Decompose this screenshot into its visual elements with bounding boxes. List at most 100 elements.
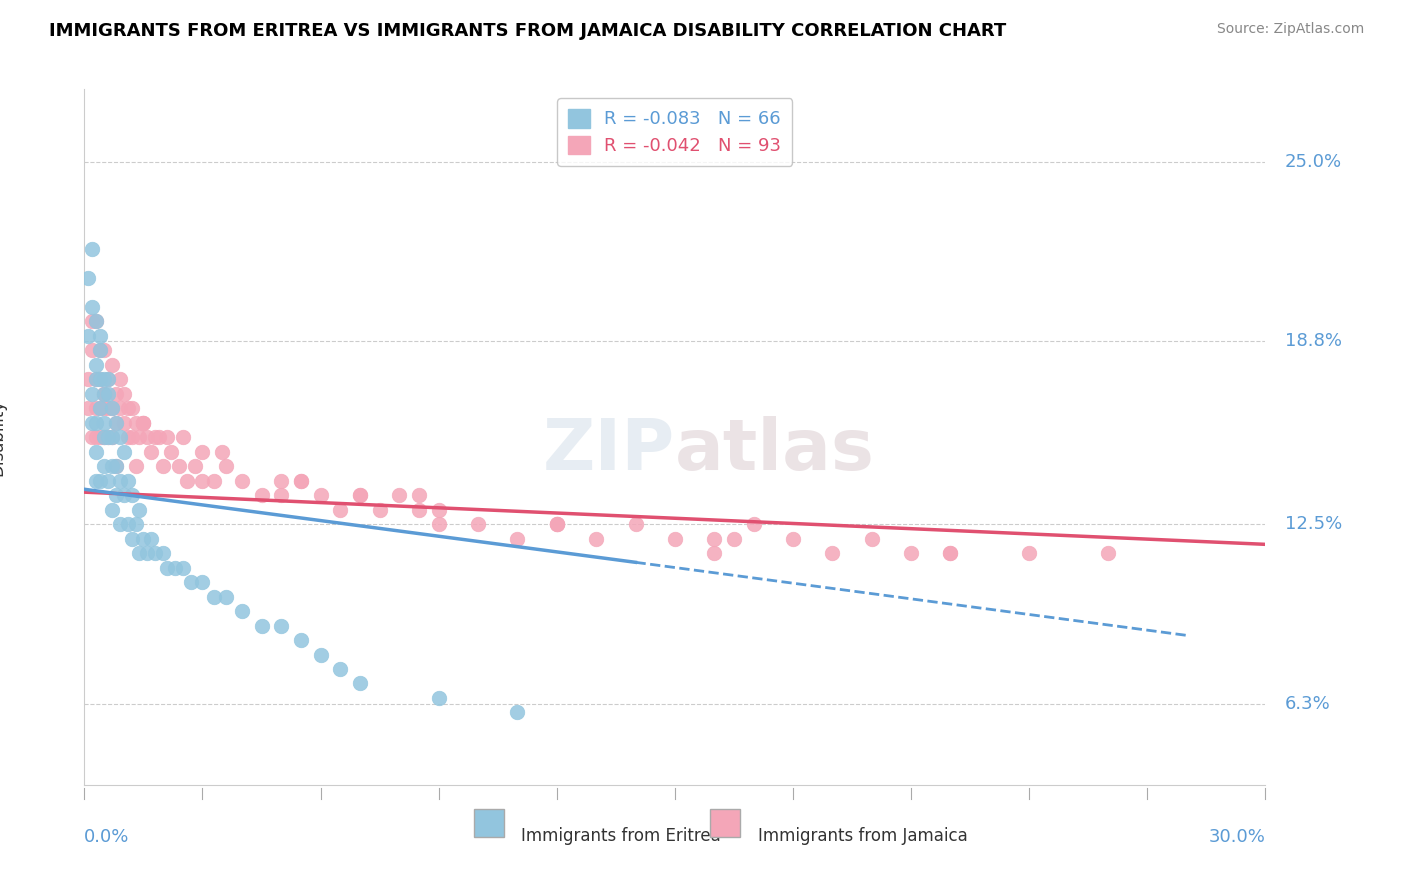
Point bbox=[97, 372, 120, 386]
Point bbox=[782, 532, 804, 546]
Point bbox=[108, 517, 131, 532]
Point bbox=[77, 372, 100, 386]
Point bbox=[89, 343, 111, 358]
Point bbox=[309, 488, 332, 502]
Point bbox=[112, 416, 135, 430]
Point bbox=[939, 546, 962, 560]
Point bbox=[124, 459, 146, 474]
Point bbox=[860, 532, 883, 546]
Point bbox=[821, 546, 844, 560]
Text: 12.5%: 12.5% bbox=[1285, 515, 1343, 533]
Point bbox=[82, 242, 104, 256]
Point bbox=[1097, 546, 1119, 560]
Point bbox=[290, 474, 312, 488]
Point bbox=[89, 372, 111, 386]
Text: 18.8%: 18.8% bbox=[1285, 333, 1343, 351]
Point bbox=[89, 328, 111, 343]
Point bbox=[250, 488, 273, 502]
Point bbox=[152, 546, 174, 560]
Point bbox=[82, 430, 104, 444]
Point bbox=[77, 270, 100, 285]
Point bbox=[128, 430, 150, 444]
Point bbox=[329, 502, 352, 516]
Point bbox=[388, 488, 411, 502]
Point bbox=[77, 328, 100, 343]
Point bbox=[84, 372, 107, 386]
Point bbox=[900, 546, 922, 560]
Point bbox=[112, 444, 135, 458]
Point bbox=[104, 416, 127, 430]
Point bbox=[84, 314, 107, 328]
Point bbox=[329, 662, 352, 676]
Point bbox=[163, 560, 186, 574]
Point bbox=[183, 459, 205, 474]
Point bbox=[93, 401, 115, 416]
Point bbox=[97, 430, 120, 444]
Point bbox=[124, 517, 146, 532]
Point bbox=[112, 386, 135, 401]
Point bbox=[152, 459, 174, 474]
Point bbox=[467, 517, 489, 532]
Point bbox=[427, 690, 450, 705]
Point bbox=[585, 532, 607, 546]
Point bbox=[84, 416, 107, 430]
Text: 6.3%: 6.3% bbox=[1285, 695, 1331, 713]
Point bbox=[408, 502, 430, 516]
Point bbox=[104, 416, 127, 430]
Point bbox=[546, 517, 568, 532]
Point bbox=[101, 401, 124, 416]
Point bbox=[97, 372, 120, 386]
Point bbox=[349, 676, 371, 690]
Point bbox=[112, 488, 135, 502]
Point bbox=[250, 618, 273, 632]
Point bbox=[132, 416, 155, 430]
Point bbox=[93, 343, 115, 358]
Text: 0.0%: 0.0% bbox=[84, 829, 129, 847]
Point bbox=[506, 532, 529, 546]
Point bbox=[84, 474, 107, 488]
Point bbox=[664, 532, 686, 546]
Point bbox=[231, 474, 253, 488]
Point bbox=[97, 401, 120, 416]
Point bbox=[89, 430, 111, 444]
Text: 25.0%: 25.0% bbox=[1285, 153, 1343, 170]
Text: 30.0%: 30.0% bbox=[1209, 829, 1265, 847]
Point bbox=[156, 430, 179, 444]
Point bbox=[82, 416, 104, 430]
Point bbox=[1018, 546, 1040, 560]
Point bbox=[89, 372, 111, 386]
Point bbox=[108, 430, 131, 444]
Point bbox=[93, 386, 115, 401]
Point bbox=[191, 575, 214, 590]
Point bbox=[546, 517, 568, 532]
Point bbox=[180, 575, 202, 590]
Point bbox=[108, 372, 131, 386]
Point bbox=[104, 386, 127, 401]
Point bbox=[84, 358, 107, 372]
Point bbox=[128, 502, 150, 516]
FancyBboxPatch shape bbox=[474, 809, 503, 837]
Point bbox=[93, 430, 115, 444]
Point bbox=[136, 546, 159, 560]
Point bbox=[108, 401, 131, 416]
Point bbox=[117, 517, 139, 532]
Point bbox=[97, 386, 120, 401]
Point bbox=[270, 474, 292, 488]
Point bbox=[191, 444, 214, 458]
Point bbox=[93, 386, 115, 401]
Point bbox=[93, 459, 115, 474]
Point bbox=[160, 444, 183, 458]
Point bbox=[290, 633, 312, 648]
Point bbox=[723, 532, 745, 546]
Point bbox=[742, 517, 765, 532]
Point bbox=[132, 416, 155, 430]
Point bbox=[172, 430, 194, 444]
Point bbox=[121, 532, 143, 546]
Point bbox=[202, 474, 225, 488]
Point bbox=[156, 560, 179, 574]
Point bbox=[93, 430, 115, 444]
Point bbox=[141, 532, 163, 546]
Point bbox=[104, 459, 127, 474]
Point bbox=[89, 474, 111, 488]
Point bbox=[117, 474, 139, 488]
